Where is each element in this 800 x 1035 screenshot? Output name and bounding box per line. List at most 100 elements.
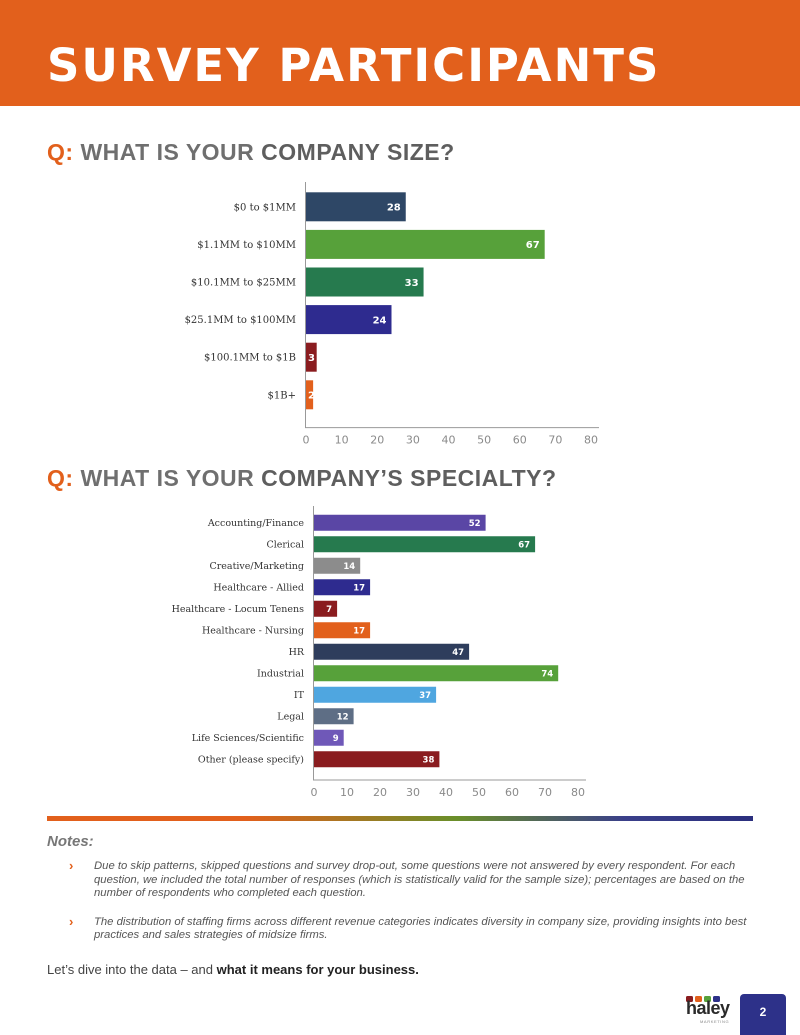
data-label: 3 bbox=[308, 353, 315, 364]
header-banner: SURVEY PARTICIPANTS bbox=[0, 0, 800, 106]
bar bbox=[306, 305, 392, 335]
data-label: 47 bbox=[452, 648, 464, 658]
chevron-right-icon: › bbox=[69, 858, 74, 873]
category-label: $100.1MM to $1B bbox=[204, 353, 296, 364]
bar bbox=[306, 380, 314, 410]
category-label: Legal bbox=[277, 712, 304, 723]
category-label: Clerical bbox=[266, 540, 304, 551]
bar bbox=[314, 579, 371, 596]
x-tick-label: 10 bbox=[335, 434, 349, 447]
category-label: Accounting/Finance bbox=[207, 518, 305, 529]
category-label: Other (please specify) bbox=[198, 755, 304, 766]
bar bbox=[314, 708, 354, 725]
x-tick-label: 20 bbox=[373, 786, 387, 799]
x-tick-label: 50 bbox=[477, 434, 491, 447]
x-tick-label: 0 bbox=[311, 786, 318, 799]
question-company-specialty: Q: WHAT IS YOUR COMPANY’S SPECIALTY? bbox=[47, 464, 557, 492]
data-label: 14 bbox=[343, 562, 355, 572]
data-label: 67 bbox=[518, 540, 530, 550]
company-size-bar-chart: $0 to $1MM 28 $1.1MM to $10MM 67 $10.1MM to … bbox=[185, 182, 599, 447]
category-label: HR bbox=[289, 647, 305, 658]
category-label: IT bbox=[294, 690, 305, 701]
bar bbox=[314, 600, 338, 617]
category-label: $1B+ bbox=[268, 390, 296, 401]
x-tick-label: 40 bbox=[442, 434, 456, 447]
category-label: Creative/Marketing bbox=[209, 561, 304, 572]
notes-list: › Due to skip patterns, skipped questions… bbox=[47, 858, 753, 958]
chevron-right-icon: › bbox=[69, 913, 74, 929]
x-tick-label: 80 bbox=[571, 786, 585, 799]
data-label: 7 bbox=[326, 605, 332, 615]
x-tick-label: 40 bbox=[439, 786, 453, 799]
question-company-size: Q: WHAT IS YOUR COMPANY SIZE? bbox=[47, 138, 455, 166]
category-label: $1.1MM to $10MM bbox=[197, 240, 296, 251]
page-number: 2 bbox=[740, 994, 786, 1035]
data-label: 24 bbox=[373, 315, 387, 326]
page-title: SURVEY PARTICIPANTS bbox=[47, 39, 661, 92]
x-tick-label: 0 bbox=[303, 434, 310, 447]
bar bbox=[314, 729, 344, 746]
x-tick-label: 30 bbox=[406, 786, 420, 799]
question-emphasis: COMPANY’S SPECIALTY? bbox=[261, 465, 557, 491]
data-label: 52 bbox=[469, 519, 481, 529]
question-text: WHAT IS YOUR bbox=[80, 139, 255, 165]
closing-text: Let’s dive into the data – and bbox=[47, 962, 217, 977]
category-label: $0 to $1MM bbox=[234, 202, 296, 213]
data-label: 12 bbox=[337, 712, 349, 722]
gradient-divider bbox=[47, 816, 753, 821]
closing-bold: what it means for your business. bbox=[216, 962, 419, 977]
note-item: › The distribution of staffing firms acro… bbox=[47, 913, 753, 943]
notes-title: Notes: bbox=[47, 833, 94, 850]
category-label: Healthcare - Nursing bbox=[202, 626, 304, 637]
x-tick-label: 30 bbox=[406, 434, 420, 447]
note-item: › Due to skip patterns, skipped questions… bbox=[47, 858, 753, 901]
category-label: Healthcare - Allied bbox=[213, 583, 304, 594]
category-label: Life Sciences/Scientific bbox=[192, 733, 304, 744]
category-label: Industrial bbox=[257, 669, 304, 680]
data-label: 33 bbox=[405, 278, 419, 289]
x-tick-label: 60 bbox=[513, 434, 527, 447]
logo-subtext: MARKETING bbox=[700, 1019, 730, 1024]
x-tick-label: 50 bbox=[472, 786, 486, 799]
note-text: The distribution of staffing firms acros… bbox=[94, 915, 747, 942]
bar bbox=[306, 267, 424, 297]
x-tick-label: 10 bbox=[340, 786, 354, 799]
data-label: 38 bbox=[423, 755, 435, 765]
logo-wordmark: haley bbox=[686, 998, 730, 1018]
data-label: 2 bbox=[308, 391, 315, 402]
question-text: WHAT IS YOUR bbox=[80, 465, 255, 491]
bar bbox=[314, 622, 371, 639]
x-tick-label: 80 bbox=[584, 434, 598, 447]
data-label: 67 bbox=[526, 240, 540, 251]
x-tick-label: 60 bbox=[505, 786, 519, 799]
bar bbox=[314, 751, 440, 768]
data-label: 17 bbox=[353, 626, 365, 636]
note-text: Due to skip patterns, skipped questions … bbox=[94, 860, 745, 899]
category-label: $25.1MM to $100MM bbox=[185, 315, 296, 326]
bar bbox=[314, 643, 470, 660]
bar bbox=[306, 192, 406, 222]
bar bbox=[306, 342, 317, 372]
bar bbox=[314, 686, 437, 703]
closing-statement: Let’s dive into the data – and what it m… bbox=[47, 962, 419, 977]
data-label: 74 bbox=[541, 669, 553, 679]
x-tick-label: 70 bbox=[538, 786, 552, 799]
company-specialty-bar-chart: Accounting/Finance 52 Clerical 67 Creative/M… bbox=[172, 506, 586, 799]
bar bbox=[314, 536, 536, 553]
x-tick-label: 70 bbox=[548, 434, 562, 447]
question-prefix: Q: bbox=[47, 465, 74, 491]
bar bbox=[314, 557, 361, 574]
data-label: 9 bbox=[333, 734, 339, 744]
category-label: $10.1MM to $25MM bbox=[191, 278, 296, 289]
haley-logo-icon bbox=[686, 996, 720, 1002]
x-tick-label: 20 bbox=[370, 434, 384, 447]
data-label: 28 bbox=[387, 203, 401, 214]
question-emphasis: COMPANY SIZE? bbox=[261, 139, 455, 165]
bar bbox=[314, 665, 559, 682]
bar bbox=[306, 229, 545, 259]
data-label: 17 bbox=[353, 583, 365, 593]
data-label: 37 bbox=[419, 691, 431, 701]
category-label: Healthcare - Locum Tenens bbox=[172, 604, 305, 615]
question-prefix: Q: bbox=[47, 139, 74, 165]
bar bbox=[314, 514, 486, 531]
